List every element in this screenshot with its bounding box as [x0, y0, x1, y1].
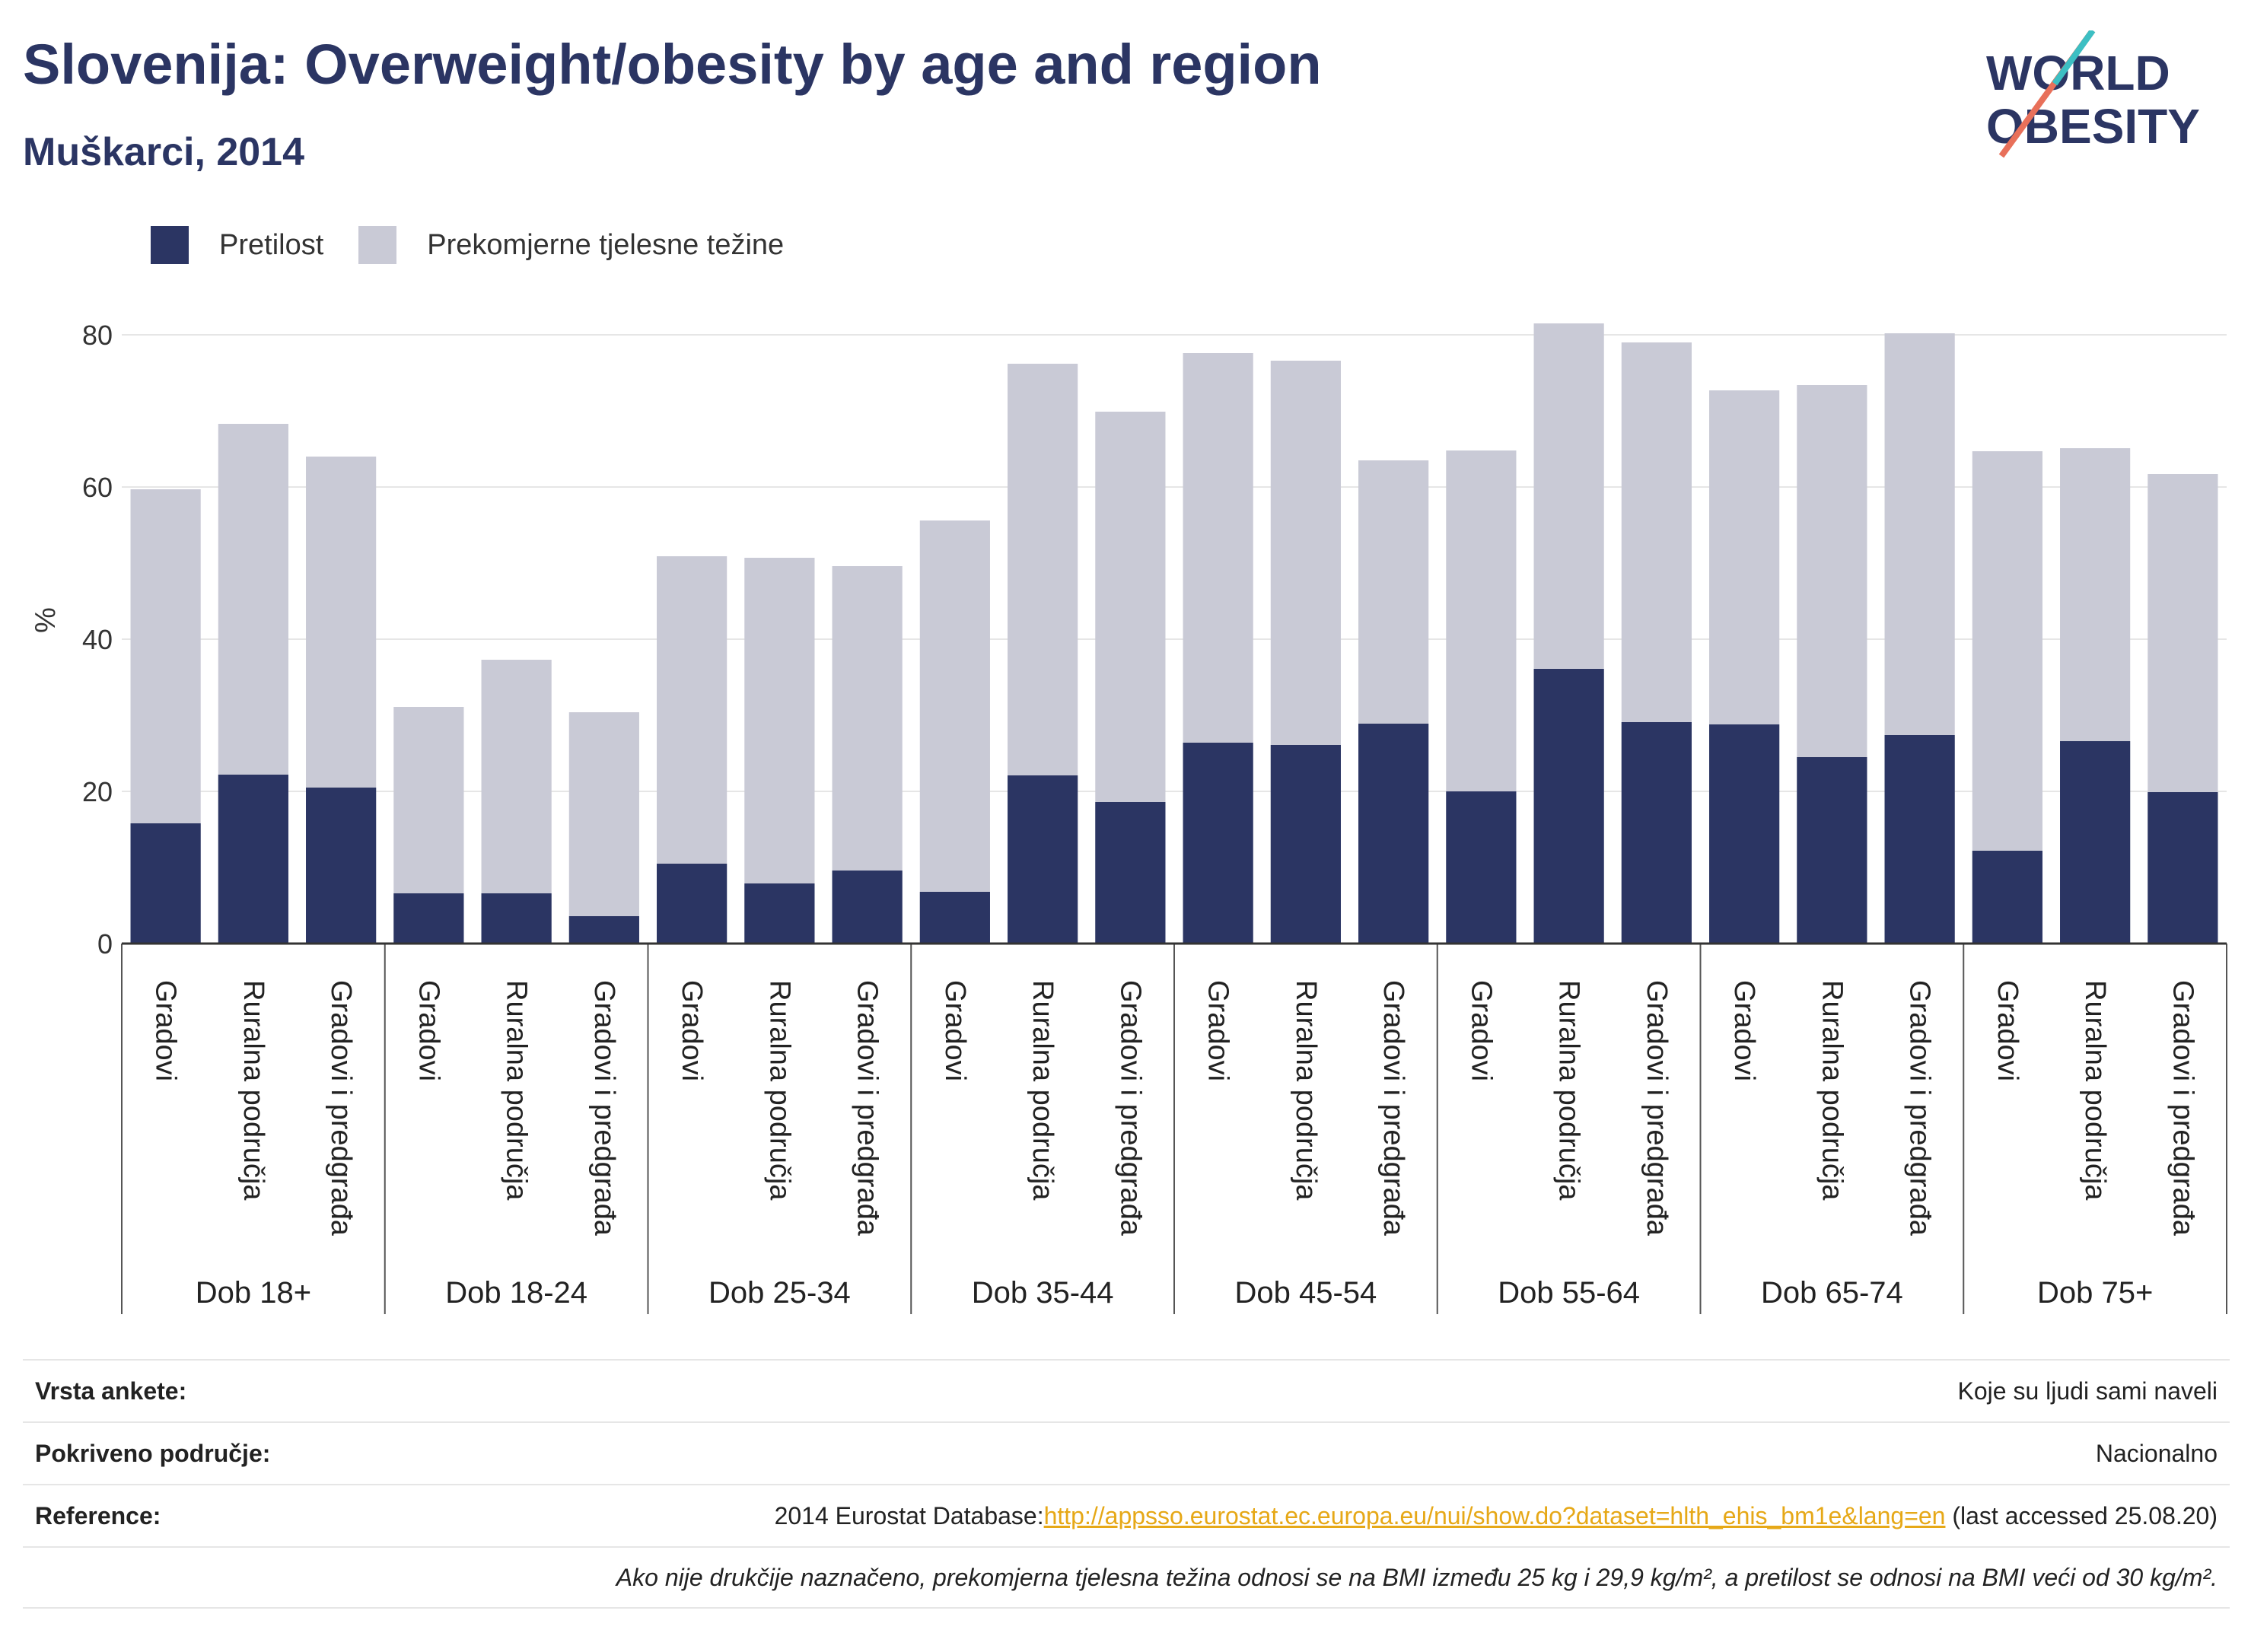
bar-overweight [568, 712, 639, 944]
x-tick-label: Gradovi i predgrađa [852, 980, 884, 1237]
x-tick-label: Gradovi [412, 980, 444, 1081]
bar-obesity [919, 892, 990, 944]
bar-obesity [481, 893, 552, 944]
coverage-value: Nacionalno [2095, 1439, 2218, 1467]
bar-overweight [744, 558, 815, 944]
x-tick-label: Ruralna područja [1553, 980, 1585, 1201]
bar-obesity [832, 871, 903, 944]
bar-obesity [1884, 735, 1955, 944]
page-subtitle: Muškarci, 2014 [23, 130, 305, 174]
y-tick-label: 40 [82, 624, 113, 655]
x-tick-label: Gradovi i predgrađa [2167, 980, 2198, 1237]
x-tick-label: Gradovi [1202, 980, 1234, 1081]
x-tick-label: Ruralna područja [501, 980, 533, 1201]
y-tick-label: 80 [82, 320, 113, 351]
bar-obesity [1621, 722, 1692, 944]
bar-obesity [1095, 802, 1166, 944]
group-label: Dob 65-74 [1761, 1276, 1903, 1310]
group-label: Dob 25-34 [708, 1276, 851, 1310]
x-tick-label: Ruralna područja [1290, 980, 1322, 1201]
legend-label-overweight: Prekomjerne tjelesne težine [427, 228, 785, 261]
world-obesity-logo: WORLD OBESITY [1986, 30, 2200, 158]
reference-value: 2014 Eurostat Database:http://appsso.eur… [775, 1502, 2218, 1530]
bar-overweight [919, 520, 990, 944]
legend-swatch-obesity [151, 226, 189, 264]
x-tick-label: Gradovi i predgrađa [1377, 980, 1409, 1237]
x-tick-label: Ruralna područja [2079, 980, 2111, 1201]
x-tick-label: Gradovi [1728, 980, 1760, 1081]
group-label: Dob 18+ [196, 1276, 311, 1310]
bar-obesity [1797, 757, 1867, 944]
bar-obesity [2148, 792, 2218, 944]
x-tick-label: Gradovi i predgrađa [1641, 980, 1673, 1237]
logo-slash-upper [2052, 30, 2096, 86]
chart-legend: Pretilost Prekomjerne tjelesne težine [151, 222, 819, 268]
bar-obesity [1008, 775, 1078, 944]
reference-suffix: (last accessed 25.08.20) [1945, 1501, 2218, 1529]
x-tick-label: Ruralna područja [237, 980, 269, 1201]
x-tick-label: Gradovi [1992, 980, 2023, 1081]
y-tick-label: 0 [97, 928, 113, 960]
bar-obesity [218, 775, 288, 944]
footer-row-note: Ako nije drukčije naznačeno, prekomjerna… [23, 1546, 2230, 1609]
reference-key: Reference: [35, 1501, 161, 1529]
bar-obesity [2060, 741, 2131, 944]
x-tick-label: Ruralna područja [763, 980, 795, 1201]
x-tick-label: Gradovi [676, 980, 708, 1081]
legend-swatch-overweight [358, 226, 397, 264]
reference-prefix: 2014 Eurostat Database: [774, 1501, 1044, 1529]
bar-obesity [657, 864, 728, 944]
bar-obesity [1270, 745, 1341, 944]
y-tick-label: 60 [82, 472, 113, 503]
bar-obesity [1533, 669, 1604, 944]
legend-label-obesity: Pretilost [219, 228, 324, 261]
reference-link[interactable]: http://appsso.eurostat.ec.europa.eu/nui/… [1043, 1501, 1946, 1529]
stacked-bar-chart: 0 20 40 60 80% Gradovi Ruralna područja Gradovi… [30, 320, 2227, 1314]
bar-obesity [306, 788, 377, 944]
coverage-key: Pokriveno područje: [35, 1439, 271, 1467]
x-tick-label: Gradovi [939, 980, 971, 1081]
page-title: Slovenija: Overweight/obesity by age and… [23, 33, 1322, 96]
group-label: Dob 18-24 [445, 1276, 587, 1310]
bar-obesity [1183, 743, 1253, 944]
group-label: Dob 45-54 [1234, 1276, 1377, 1310]
x-tick-label: Gradovi [150, 980, 182, 1081]
group-label: Dob 75+ [2037, 1276, 2153, 1310]
bar-obesity [568, 916, 639, 944]
bar-obesity [393, 893, 464, 944]
x-tick-label: Gradovi i predgrađa [325, 980, 357, 1237]
x-tick-label: Ruralna područja [1816, 980, 1848, 1201]
bar-obesity [1358, 724, 1429, 944]
group-label: Dob 55-64 [1498, 1276, 1640, 1310]
x-tick-label: Gradovi i predgrađa [1904, 980, 1936, 1237]
bar-obesity [1972, 851, 2042, 944]
x-tick-label: Gradovi i predgrađa [588, 980, 620, 1237]
legend-item-overweight: Prekomjerne tjelesne težine [358, 226, 784, 264]
footer-row-survey: Vrsta ankete: Koje su ljudi sami naveli [23, 1359, 2230, 1421]
footer-table: Vrsta ankete: Koje su ljudi sami naveli … [23, 1359, 2230, 1609]
bar-obesity [744, 883, 815, 944]
y-tick-label: 20 [82, 776, 113, 807]
x-tick-label: Ruralna područja [1027, 980, 1059, 1201]
y-axis-label: % [30, 607, 62, 633]
x-tick-label: Gradovi i predgrađa [1114, 980, 1146, 1237]
footer-row-reference: Reference: 2014 Eurostat Database:http:/… [23, 1484, 2230, 1546]
bar-obesity [130, 823, 201, 944]
survey-value: Koje su ljudi sami naveli [1957, 1377, 2218, 1405]
legend-item-obesity: Pretilost [151, 226, 323, 264]
survey-key: Vrsta ankete: [35, 1377, 187, 1405]
bar-obesity [1709, 724, 1780, 944]
bar-obesity [1446, 791, 1517, 944]
definition-note: Ako nije drukčije naznačeno, prekomjerna… [616, 1563, 2218, 1591]
footer-row-coverage: Pokriveno područje: Nacionalno [23, 1421, 2230, 1484]
group-label: Dob 35-44 [972, 1276, 1114, 1310]
x-tick-label: Gradovi [1465, 980, 1497, 1081]
